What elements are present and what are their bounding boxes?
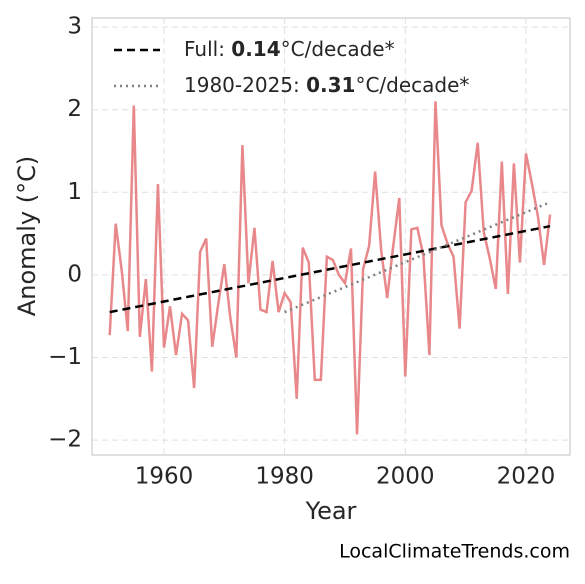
y-tick-label: −2 bbox=[48, 427, 82, 453]
trend-line bbox=[109, 224, 551, 314]
anomaly-line bbox=[108, 101, 552, 435]
x-tick-label: 1960 bbox=[135, 464, 194, 490]
legend-label: 1980-2025: 0.31°C/decade* bbox=[184, 73, 469, 97]
y-tick-label: 1 bbox=[67, 179, 82, 205]
y-axis-label: Anomaly (°C) bbox=[13, 156, 41, 316]
y-tick-label: 3 bbox=[67, 14, 82, 40]
x-tick-label: 1980 bbox=[255, 464, 314, 490]
source: LocalClimateTrends.com bbox=[339, 541, 570, 563]
y-tick-label: 2 bbox=[67, 96, 82, 122]
y-tick-label: −1 bbox=[48, 344, 82, 370]
y-tick-label: 0 bbox=[67, 261, 82, 287]
x-tick-label: 2000 bbox=[376, 464, 435, 490]
x-axis-label: Year bbox=[305, 497, 357, 525]
legend-label: Full: 0.14°C/decade* bbox=[184, 37, 395, 61]
plot-frame bbox=[91, 17, 571, 456]
x-tick-label: 2020 bbox=[497, 464, 556, 490]
